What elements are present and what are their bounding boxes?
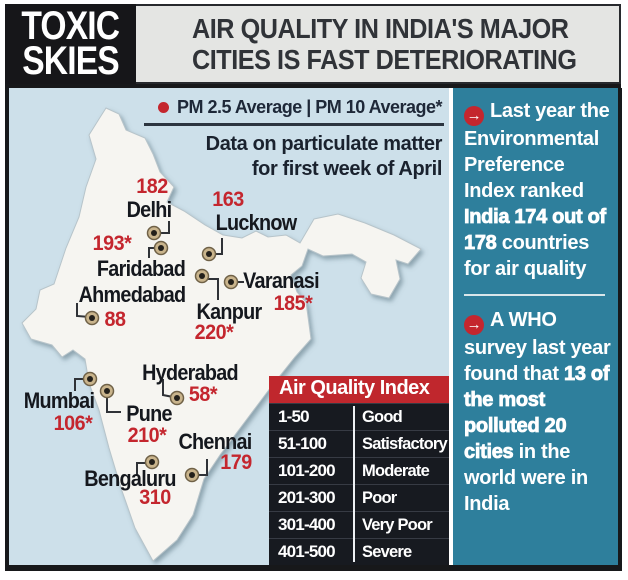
fact-text-epi: Last year the Environmental Preference I… <box>464 100 610 280</box>
data-note: Data on particulate matter for first wee… <box>205 132 443 182</box>
badge-line2: SKIES <box>22 39 119 83</box>
city-pm-value: 58* <box>188 383 218 406</box>
city-label: Lucknow <box>215 210 297 235</box>
aqi-range: 301-400 <box>278 515 336 534</box>
data-note-line2: for first week of April <box>251 158 442 180</box>
city-dot-inner <box>158 245 164 251</box>
leader-line <box>106 393 121 413</box>
headline-line1: AIR QUALITY IN INDIA'S MAJOR <box>191 13 569 44</box>
city-dot-inner <box>174 395 180 401</box>
aqi-range: 201-300 <box>278 488 336 507</box>
main-content: Delhi 182 Faridabad 193* Lucknow 163 Varanasi 1… <box>5 88 622 571</box>
aqi-category: Poor <box>362 488 397 507</box>
aqi-category: Moderate <box>362 461 430 480</box>
city-label: Ahmedabad <box>78 282 187 307</box>
legend-label: PM 2.5 Average | PM 10 Average* <box>176 97 443 117</box>
aqi-row: 201-300 Poor <box>269 484 449 511</box>
city-pm-value: 185* <box>273 292 313 315</box>
city-label: Hyderabad <box>142 360 239 385</box>
aqi-row: 1-50 Good <box>269 403 449 430</box>
arrow-bullet-icon: → <box>464 106 484 126</box>
city-pm-value: 106* <box>53 412 93 435</box>
city-pm-value: 88 <box>104 308 126 331</box>
toxic-skies-badge: TOXIC SKIES <box>5 4 136 84</box>
city-pm-value: 210* <box>127 424 167 447</box>
sidebar-divider <box>464 294 605 296</box>
aqi-range: 51-100 <box>278 434 327 453</box>
fact-item-epi: → Last year the Environmental Preference … <box>464 98 611 282</box>
city-label: Chennai <box>178 429 252 454</box>
city-pm-value: 182 <box>136 175 168 198</box>
map-svg <box>21 107 422 562</box>
aqi-row: 101-200 Moderate <box>269 457 449 484</box>
aqi-range: 401-500 <box>278 542 336 561</box>
leader-line <box>162 379 174 398</box>
headline-line2: CITIES IS FAST DETERIORATING <box>191 44 577 75</box>
india-map-shape <box>21 107 422 562</box>
legend-dot-icon <box>157 102 169 113</box>
aqi-table: Air Quality Index 1-50 Good 51-100 Satisfac… <box>269 376 449 565</box>
city-markers <box>74 221 244 483</box>
aqi-category: Good <box>362 407 403 426</box>
header-bar: TOXIC SKIES AIR QUALITY IN INDIA'S MAJOR… <box>5 4 621 88</box>
city-dot-inner <box>151 230 157 236</box>
data-note-line1: Data on particulate matter <box>205 133 443 155</box>
leader-line <box>204 278 219 300</box>
aqi-category: Severe <box>362 542 412 561</box>
city-label: Bengaluru <box>84 466 176 491</box>
city-dot-inner <box>104 388 110 394</box>
city-label: Mumbai <box>23 388 95 413</box>
aqi-column-divider <box>353 406 355 562</box>
city-label: Delhi <box>126 197 173 222</box>
city-dot-inner <box>206 251 212 257</box>
aqi-category: Very Poor <box>362 515 433 534</box>
aqi-category: Satisfactory <box>362 434 448 453</box>
city-dot-inner <box>89 315 95 321</box>
city-dot-inner <box>228 279 234 285</box>
arrow-bullet-icon: → <box>464 315 484 335</box>
aqi-row: 301-400 Very Poor <box>269 511 449 538</box>
city-label: Pune <box>126 401 172 426</box>
city-pm-value: 193* <box>92 232 132 255</box>
badge-line1: TOXIC <box>21 4 120 48</box>
aqi-row: 401-500 Severe <box>269 538 449 565</box>
aqi-table-body: 1-50 Good 51-100 Satisfactory 101-200 Moderat… <box>269 403 449 565</box>
city-pm-value: 220* <box>194 321 234 344</box>
city-dot-inner <box>199 273 205 279</box>
city-label: Kanpur <box>196 299 263 324</box>
city-pm-value: 179 <box>220 451 252 474</box>
aqi-range: 1-50 <box>278 407 310 426</box>
india-map-panel: Delhi 182 Faridabad 193* Lucknow 163 Varanasi 1… <box>9 88 449 565</box>
city-label: Varanasi <box>243 268 319 293</box>
pm-legend: PM 2.5 Average | PM 10 Average* <box>143 97 444 126</box>
fact-item-who: → A WHO survey last year found that 13 of… <box>464 307 611 517</box>
city-dot-inner <box>149 459 155 465</box>
fact-text-who: A WHO survey last year found that 13 of … <box>464 309 611 515</box>
city-dot-inner <box>189 472 195 478</box>
headline-box: AIR QUALITY IN INDIA'S MAJOR CITIES IS F… <box>135 4 621 84</box>
city-pm-value: 310 <box>139 486 171 509</box>
city-dot-inner <box>87 376 93 382</box>
city-pm-value: 163 <box>212 188 244 211</box>
aqi-table-title: Air Quality Index <box>269 376 449 403</box>
aqi-row: 51-100 Satisfactory <box>269 430 449 457</box>
facts-sidebar: → Last year the Environmental Preference … <box>453 88 618 565</box>
city-label: Faridabad <box>96 256 186 281</box>
aqi-range: 101-200 <box>278 461 336 480</box>
